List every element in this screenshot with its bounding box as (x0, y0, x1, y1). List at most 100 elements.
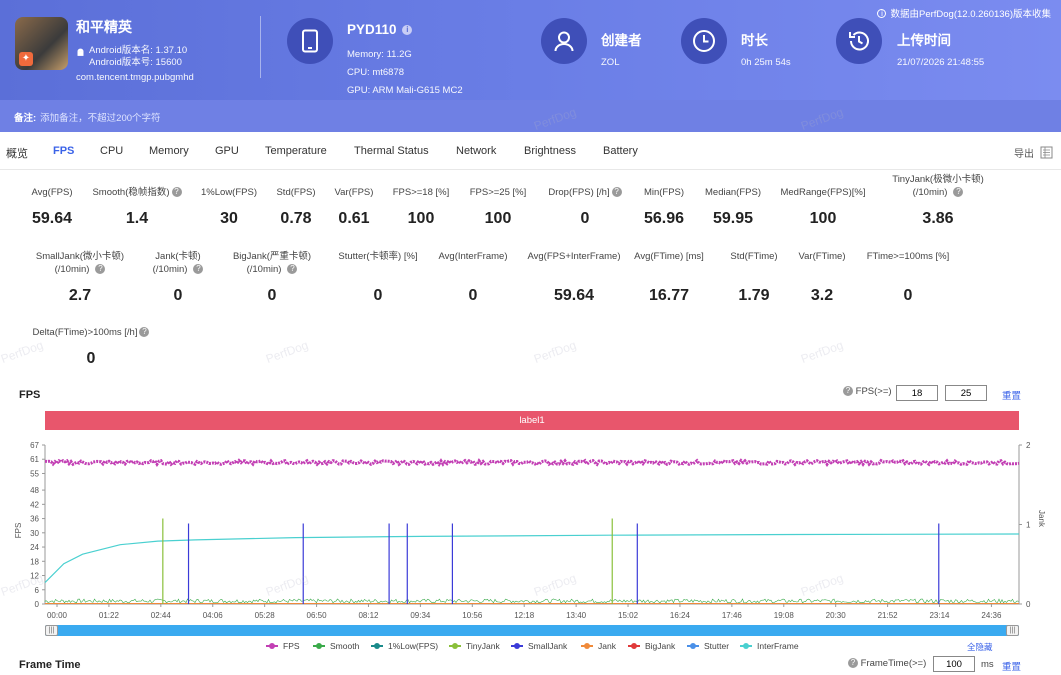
info-icon[interactable]: i (402, 25, 413, 36)
package-name: com.tencent.tmgp.pubgmhd (76, 72, 194, 83)
tab-temperature[interactable]: Temperature (265, 145, 327, 157)
legend-swatch (313, 643, 325, 649)
slider-right-handle[interactable]: ||| (1006, 625, 1019, 636)
metric-label: Min(FPS) (589, 186, 739, 199)
tab-thermal-status[interactable]: Thermal Status (354, 145, 429, 157)
metric-label-text: Min(FPS) (643, 187, 685, 198)
chart-legend: FPS Smooth 1%Low(FPS) TinyJank SmallJank Jank… (0, 641, 1061, 653)
metric-value: 0 (373, 287, 383, 304)
metric-label-unit: (/10min)? (197, 263, 347, 276)
legend-item[interactable]: BigJank (628, 641, 675, 651)
x-tick-label: 08:12 (358, 611, 379, 620)
note-bar[interactable]: 备注: 添加备注，不超过200个字符 (0, 100, 1061, 132)
help-icon[interactable]: ? (171, 187, 182, 198)
help-icon[interactable]: ? (848, 658, 858, 669)
tab-brightness[interactable]: Brightness (524, 145, 576, 157)
help-icon[interactable]: ? (843, 386, 853, 397)
metric-label: MedRange(FPS)[%] (748, 186, 898, 199)
metric-label: Delta(FTime)>100ms [/h]? (16, 326, 166, 339)
legend-item[interactable]: InterFrame (740, 641, 799, 651)
fps-threshold-input-2[interactable] (945, 385, 987, 401)
metric-value: 1.79 (738, 287, 770, 304)
legend-item[interactable]: Stutter (687, 641, 729, 651)
metric-card: TinyJank(极微小卡顿) (/10min)? 3.86 (863, 173, 1013, 227)
metric-card: Drop(FPS) [/h]? 0 (510, 186, 660, 227)
legend-item[interactable]: TinyJank (449, 641, 500, 651)
help-icon[interactable]: ? (95, 264, 106, 275)
frametime-threshold-input[interactable] (933, 656, 975, 672)
hide-all-link[interactable]: 全隐藏 (967, 642, 993, 652)
legend-item[interactable]: Smooth (313, 641, 359, 651)
legend-swatch (511, 643, 523, 649)
metric-card: BigJank(严重卡顿) (/10min)? 0 (197, 250, 347, 304)
x-tick-label: 13:40 (566, 611, 587, 620)
metric-value: 0 (86, 350, 96, 367)
metric-card: FPS>=18 [%] 100 (346, 186, 496, 227)
metric-label-text: TinyJank(极微小卡顿) (892, 174, 984, 185)
note-input[interactable]: 添加备注，不超过200个字符 (40, 113, 161, 124)
tab-battery[interactable]: Battery (603, 145, 638, 157)
help-icon[interactable]: ? (139, 327, 150, 338)
help-icon[interactable]: ? (953, 187, 964, 198)
metric-card: Stutter(卡顿率) [%] 0 (303, 250, 453, 304)
metric-value: 2.7 (68, 287, 92, 304)
fps-reset-link[interactable]: 重置 (1002, 391, 1022, 402)
data-source-note: i 数据由PerfDog(12.0.260136)版本收集 (875, 6, 1051, 20)
help-icon[interactable]: ? (193, 264, 204, 275)
x-tick-label: 21:52 (878, 611, 899, 620)
legend-label: Jank (598, 641, 616, 651)
y2-tick-label: 0 (1026, 600, 1031, 609)
frametime-unit: ms (981, 659, 994, 670)
y-axis-label: FPS (14, 523, 23, 539)
export-button[interactable]: 导出 (1014, 145, 1053, 160)
metric-label: Std(FPS) (221, 186, 371, 199)
duration-value: 0h 25m 54s (741, 57, 791, 68)
tab-cpu[interactable]: CPU (100, 145, 124, 157)
help-icon[interactable]: ? (611, 187, 622, 198)
y-tick-label: 55 (30, 469, 39, 478)
legend-swatch (740, 643, 752, 649)
time-range-slider[interactable]: ||| ||| (45, 625, 1019, 636)
legend-swatch (581, 643, 593, 649)
x-tick-label: 00:00 (47, 611, 68, 620)
metric-label: Avg(InterFrame) (398, 250, 548, 263)
legend-item[interactable]: SmallJank (511, 641, 567, 651)
label-band[interactable]: label1 (45, 411, 1019, 430)
legend-item[interactable]: FPS (266, 641, 300, 651)
metric-label-text: Stutter(卡顿率) [%] (338, 251, 418, 262)
legend-item[interactable]: 1%Low(FPS) (371, 641, 438, 651)
fps-threshold-input-1[interactable] (896, 385, 938, 401)
tab-network[interactable]: Network (456, 145, 497, 157)
metric-card: FTime>=100ms [%] 0 (833, 250, 983, 304)
history-icon (836, 18, 882, 64)
metric-label: BigJank(严重卡顿) (197, 250, 347, 263)
metric-value: 59.95 (712, 210, 754, 227)
data-source-text: 数据由PerfDog(12.0.260136)版本收集 (890, 9, 1051, 20)
y-tick-label: 6 (35, 586, 40, 595)
y-tick-label: 30 (30, 529, 39, 538)
metric-unit-text: (/10min) (246, 264, 282, 275)
metric-label: Avg(FPS+InterFrame) (499, 250, 649, 263)
metric-value: 3.2 (810, 287, 834, 304)
tab-gpu[interactable]: GPU (215, 145, 239, 157)
frametime-reset-link[interactable]: 重置 (1002, 662, 1022, 673)
help-icon[interactable]: ? (287, 264, 298, 275)
x-tick-label: 01:22 (99, 611, 120, 620)
device-gpu: GPU: ARM Mali-G615 MC2 (347, 85, 463, 96)
tab-memory[interactable]: Memory (149, 145, 189, 157)
metric-value: 0.61 (338, 210, 370, 227)
metric-label-text: 1%Low(FPS) (201, 187, 257, 198)
metric-label-text: SmallJank(微小卡顿) (35, 251, 125, 262)
report-header: ✦ 和平精英 Android版本名: 1.37.10 Android版本号: 1… (0, 0, 1061, 100)
tab-fps[interactable]: FPS (53, 145, 75, 157)
metric-card: Avg(FTime) [ms] 16.77 (594, 250, 744, 304)
device-name: PYD110 i (347, 22, 413, 37)
tab-overview[interactable]: 概览 (6, 148, 28, 160)
x-tick-label: 06:50 (307, 611, 328, 620)
legend-item[interactable]: Jank (581, 641, 616, 651)
legend-label: SmallJank (528, 641, 568, 651)
metric-card: MedRange(FPS)[%] 100 (748, 186, 898, 227)
watermark: PerfDog (263, 337, 311, 367)
slider-left-handle[interactable]: ||| (45, 625, 58, 636)
